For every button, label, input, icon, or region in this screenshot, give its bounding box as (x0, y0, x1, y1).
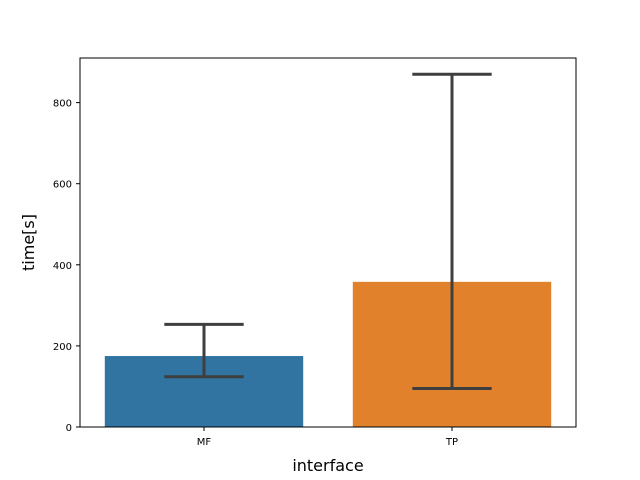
y-tick-label-200: 200 (53, 342, 72, 353)
y-tick-label-600: 600 (53, 180, 72, 191)
x-tick-label-mf: MF (197, 437, 212, 448)
x-tick-label-tp: TP (445, 437, 458, 448)
bars-layer (104, 281, 552, 427)
y-tick-label-800: 800 (53, 99, 72, 110)
x-axis-label: interface (292, 456, 363, 475)
y-tick-label-0: 0 (66, 423, 72, 434)
plot-frame (79, 57, 577, 428)
y-axis-label: time[s] (19, 214, 38, 271)
x-axis: MF TP (197, 427, 458, 448)
y-axis: 0 200 400 600 800 (53, 99, 80, 434)
errorbars-layer (164, 72, 492, 390)
y-tick-label-400: 400 (53, 261, 72, 272)
